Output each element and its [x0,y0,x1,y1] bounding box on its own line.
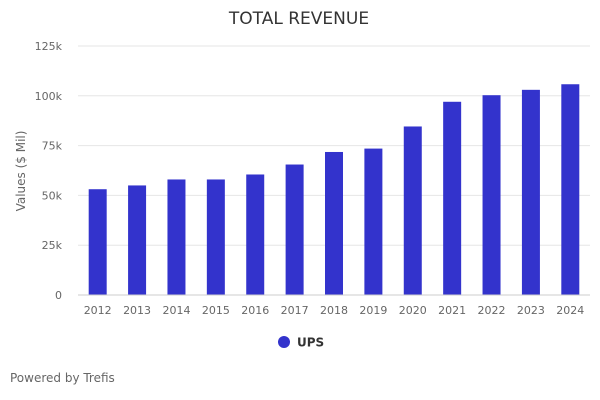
bar-2022[interactable] [482,95,501,296]
bar-2014[interactable] [167,179,186,295]
bar-2017[interactable] [285,164,304,295]
x-axis-ticks: 2012 2013 2014 2015 2016 2017 2018 2019 2020 2021… [84,304,585,317]
bar-2015[interactable] [206,179,225,295]
gridlines [78,45,590,246]
x-tick-label: 2023 [517,304,545,317]
bar-2013[interactable] [128,185,147,295]
y-axis-ticks: 0 25k 50k 75k 100k 125k [35,40,63,302]
x-tick-label: 2013 [123,304,151,317]
bar-2019[interactable] [364,148,383,295]
y-tick-label: 125k [35,40,63,53]
y-axis-label: Values ($ Mil) [14,131,28,212]
bar-2023[interactable] [521,89,540,295]
x-tick-label: 2020 [399,304,427,317]
credit-text: Powered by Trefis [10,371,115,385]
x-tick-label: 2024 [556,304,584,317]
bar-2020[interactable] [403,126,422,295]
legend[interactable]: UPS [278,336,324,350]
bar-2012[interactable] [88,189,107,295]
y-tick-label: 50k [42,189,63,202]
bar-2021[interactable] [443,101,462,295]
x-tick-label: 2022 [478,304,506,317]
y-tick-label: 75k [42,140,63,153]
bar-2018[interactable] [325,151,343,295]
x-tick-label: 2016 [241,304,269,317]
x-tick-label: 2015 [202,304,230,317]
legend-label-ups: UPS [297,336,324,350]
x-tick-label: 2019 [359,304,387,317]
x-tick-label: 2018 [320,304,348,317]
bar-2016[interactable] [246,174,265,295]
x-tick-label: 2017 [281,304,309,317]
y-tick-label: 100k [35,90,63,103]
chart-title: TOTAL REVENUE [228,9,369,29]
legend-marker-ups [278,336,290,348]
x-tick-label: 2021 [438,304,466,317]
y-tick-label: 25k [42,239,63,252]
bars [88,84,580,296]
x-tick-label: 2012 [84,304,112,317]
bar-2024[interactable] [561,84,580,295]
y-tick-label: 0 [55,289,62,302]
x-tick-label: 2014 [162,304,190,317]
